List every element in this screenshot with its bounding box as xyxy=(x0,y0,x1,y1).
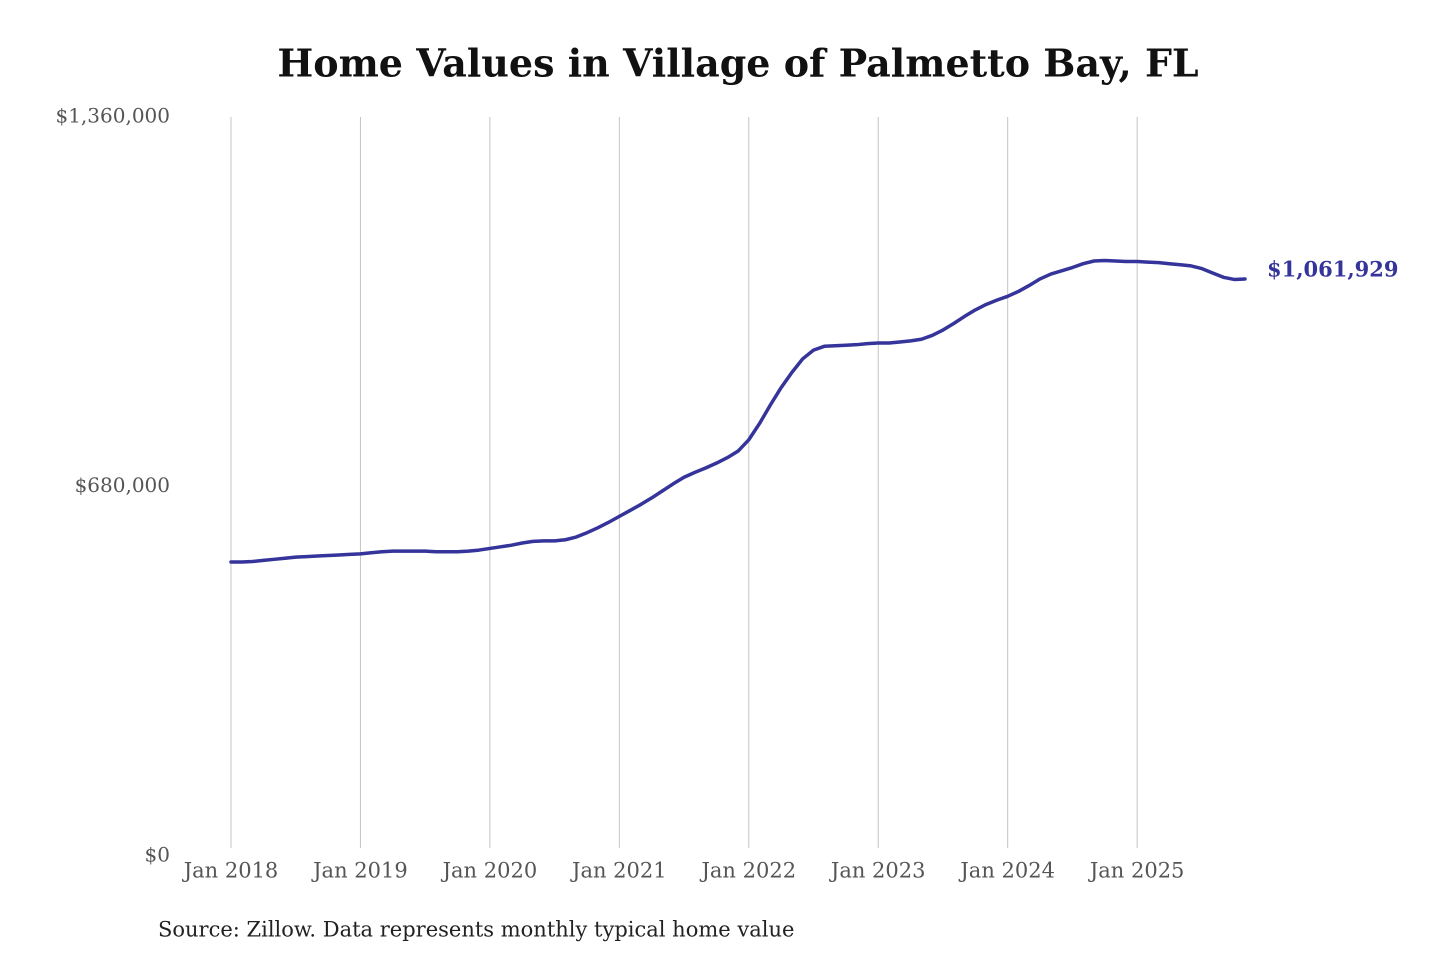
value-label: $1,061,929 xyxy=(1267,256,1399,281)
y-tick-label: $0 xyxy=(145,843,170,867)
x-tick-label: Jan 2020 xyxy=(441,859,538,883)
line xyxy=(229,258,1247,564)
x-tick-label: Jan 2023 xyxy=(829,859,926,883)
x-tick-label: Jan 2024 xyxy=(958,859,1055,883)
y-tick-label: $680,000 xyxy=(75,473,170,497)
source-note: Source: Zillow. Data represents monthly … xyxy=(158,918,794,942)
x-tick-label: Jan 2022 xyxy=(699,859,796,883)
x-tick-label: Jan 2019 xyxy=(311,859,408,883)
x-tick-label: Jan 2025 xyxy=(1088,859,1185,883)
x-tick-label: Jan 2021 xyxy=(570,859,667,883)
y-tick-label: $1,360,000 xyxy=(55,104,170,128)
x-tick-label: Jan 2018 xyxy=(182,859,279,883)
chart-title: Home Values in Village of Palmetto Bay, … xyxy=(277,41,1198,86)
